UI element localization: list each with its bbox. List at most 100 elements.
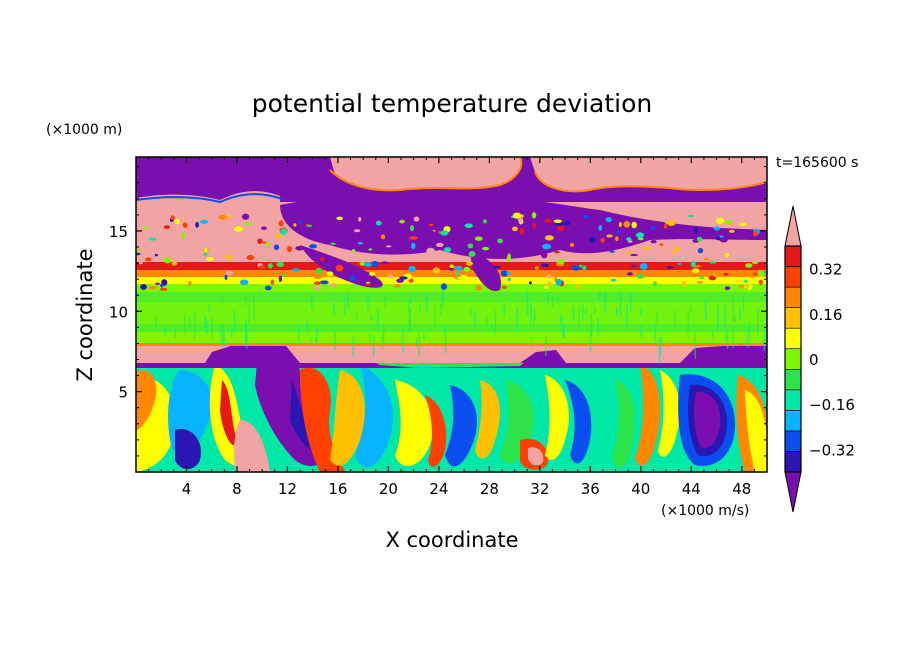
top-edge — [136, 192, 283, 204]
speckle — [415, 338, 418, 348]
speckle — [533, 313, 535, 329]
speckle — [726, 329, 729, 349]
y-axis-label: Z coordinate — [73, 248, 97, 381]
speckle — [145, 257, 152, 262]
speckle — [220, 324, 222, 344]
speckle — [763, 270, 767, 274]
speckle — [617, 230, 621, 234]
x-tick-label: 40 — [631, 480, 650, 498]
speckle — [195, 221, 199, 228]
speckle — [650, 226, 656, 230]
colorbar-label: 0.16 — [809, 306, 842, 324]
speckle — [313, 274, 323, 279]
speckle — [206, 256, 214, 262]
colorbar-label: −0.32 — [809, 441, 855, 459]
speckle — [164, 327, 166, 335]
speckle — [359, 261, 366, 266]
speckle — [266, 252, 271, 258]
lower-blob — [545, 375, 569, 460]
speckle — [528, 281, 533, 285]
speckle — [148, 237, 157, 241]
speckle — [547, 281, 552, 287]
speckle — [316, 326, 318, 342]
speckle — [677, 262, 682, 266]
speckle — [723, 272, 729, 276]
speckle — [352, 335, 354, 357]
speckle — [258, 265, 266, 269]
speckle — [407, 299, 410, 310]
x-tick-label: 32 — [530, 480, 549, 498]
speckle — [136, 220, 143, 226]
speckle — [273, 244, 280, 251]
speckle — [426, 247, 436, 255]
speckle — [441, 296, 444, 309]
speckle — [626, 272, 633, 276]
speckle — [418, 334, 420, 358]
speckle — [330, 242, 336, 245]
inversion-orange — [136, 270, 767, 277]
speckle — [380, 234, 386, 240]
speckle — [600, 237, 605, 243]
speckle — [367, 296, 369, 310]
speckle — [470, 307, 472, 317]
speckle — [174, 218, 181, 225]
speckle — [560, 314, 562, 328]
speckle — [234, 226, 243, 233]
lower-blob — [300, 367, 345, 472]
speckle — [442, 290, 445, 301]
colorbar-swatch — [784, 368, 802, 391]
speckle — [629, 291, 632, 312]
speckle — [275, 233, 282, 239]
speckle — [309, 338, 312, 346]
speckle — [408, 265, 416, 273]
speckle — [218, 215, 227, 220]
colorbar-label: 0.32 — [809, 261, 842, 279]
speckle — [491, 323, 493, 331]
speckle — [287, 245, 292, 253]
speckle — [562, 329, 564, 339]
speckle — [309, 244, 317, 249]
speckle — [306, 224, 313, 227]
speckle — [619, 290, 622, 317]
speckle — [170, 215, 175, 221]
colorbar-swatch — [784, 410, 802, 432]
speckle — [432, 267, 441, 274]
speckle — [358, 217, 362, 222]
pink-band-edge — [520, 350, 566, 363]
speckle — [396, 278, 404, 283]
speckle — [711, 233, 715, 238]
speckle — [409, 308, 412, 330]
speckle — [579, 264, 583, 268]
speckle — [691, 233, 698, 238]
speckle — [571, 264, 580, 271]
lower-blob — [445, 385, 478, 467]
speckle — [519, 228, 525, 235]
speckle — [530, 338, 533, 348]
colorbar: 0.32 0.16 0 −0.16 −0.32 — [784, 205, 855, 513]
speckle — [455, 272, 460, 275]
speckle — [344, 296, 346, 316]
speckle — [687, 312, 690, 338]
speckle — [368, 333, 371, 346]
speckle — [486, 317, 488, 328]
speckle — [315, 337, 317, 345]
speckle — [200, 219, 209, 224]
speckle — [725, 252, 729, 258]
speckle — [281, 274, 287, 277]
speckle — [336, 216, 344, 221]
speckle — [239, 279, 249, 286]
lower-blob — [136, 370, 157, 430]
speckle — [724, 304, 726, 328]
colorbar-label: 0 — [809, 351, 819, 369]
speckle — [444, 334, 447, 354]
speckle — [276, 261, 285, 268]
x-unit-label: (×1000 m/s) — [661, 503, 749, 519]
speckle — [597, 317, 599, 335]
x-tick-label: 44 — [682, 480, 701, 498]
speckle — [440, 303, 442, 316]
lower-blob — [220, 380, 238, 446]
top-edge — [534, 171, 767, 193]
lower-blob — [290, 380, 320, 451]
speckle — [349, 275, 356, 281]
speckle — [297, 323, 300, 342]
